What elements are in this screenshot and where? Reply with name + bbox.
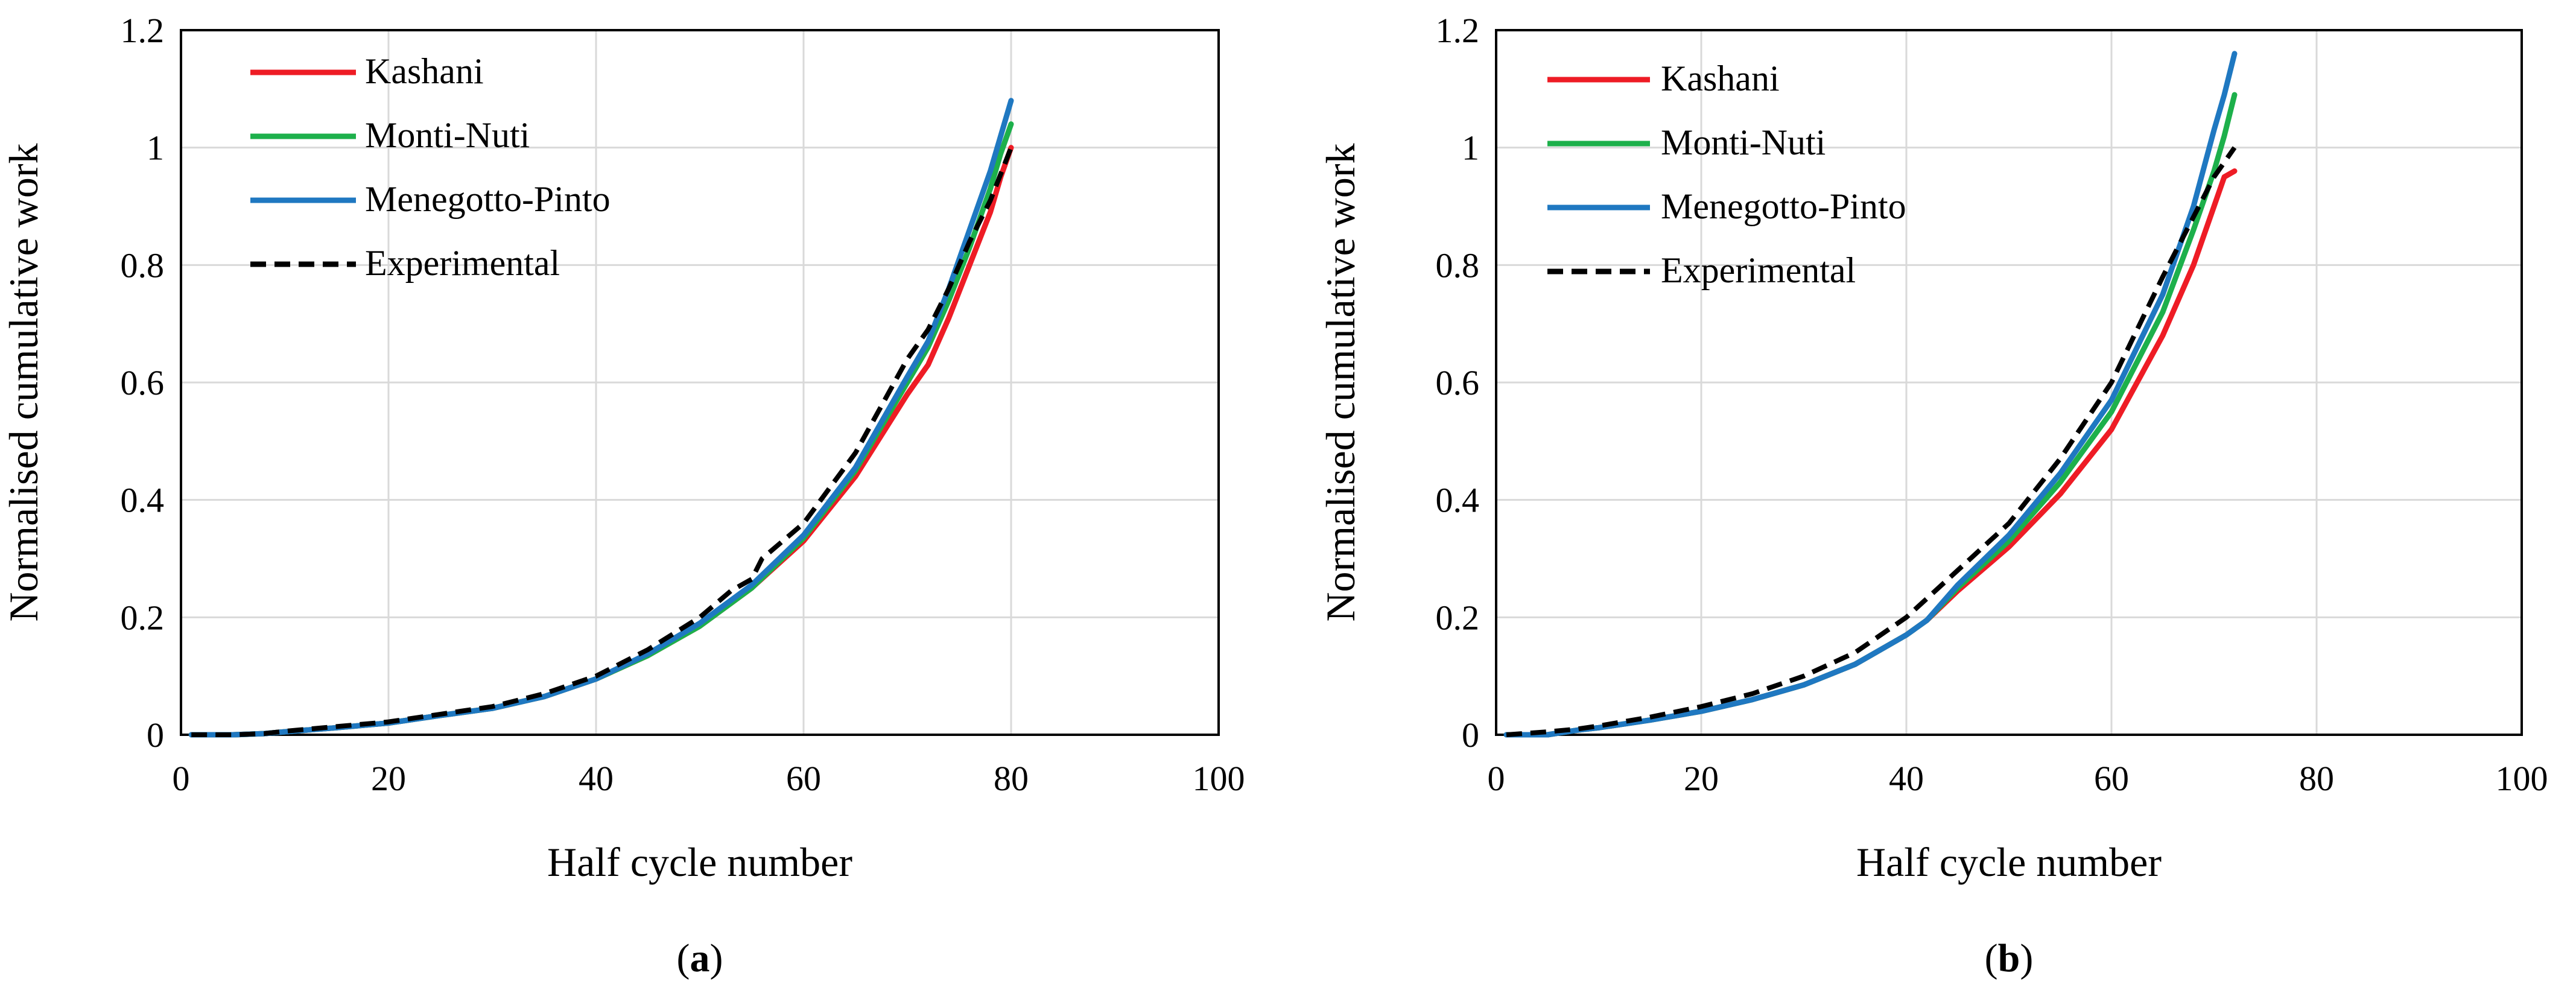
legend-label: Experimental <box>365 243 560 283</box>
x-tick-label: 20 <box>1684 759 1719 798</box>
x-tick-label: 80 <box>2299 759 2334 798</box>
y-tick-label: 0.4 <box>1436 481 1480 520</box>
y-tick-label: 1 <box>147 128 164 168</box>
y-tick-label: 0.2 <box>121 598 165 637</box>
x-axis-title: Half cycle number <box>1856 839 2162 885</box>
legend-label: Monti-Nuti <box>1661 122 1826 162</box>
x-tick-label: 40 <box>1889 759 1924 798</box>
y-tick-label: 1 <box>1462 128 1479 168</box>
x-tick-label: 60 <box>2094 759 2129 798</box>
y-axis-title: Normalised cumulative work <box>1 143 46 621</box>
x-tick-label: 80 <box>994 759 1029 798</box>
series-line-kashani <box>188 145 1014 738</box>
legend-label: Experimental <box>1661 250 1856 290</box>
x-axis-title: Half cycle number <box>547 839 852 885</box>
x-tick-label: 20 <box>371 759 406 798</box>
legend-label: Menegotto-Pinto <box>365 179 611 219</box>
y-tick-label: 0 <box>1462 715 1479 755</box>
y-tick-label: 0.6 <box>1436 363 1480 402</box>
y-tick-label: 0 <box>147 715 164 755</box>
x-tick-label: 40 <box>579 759 614 798</box>
series-line-menegotto-pinto <box>1503 51 2238 738</box>
y-tick-label: 0.2 <box>1436 598 1480 637</box>
legend-label: Kashani <box>1661 59 1780 98</box>
panel-label: (b) <box>1985 936 2034 980</box>
y-tick-label: 1.2 <box>121 11 165 50</box>
y-tick-label: 0.8 <box>1436 246 1480 285</box>
legend: Kashani Monti-Nuti Menegotto-Pinto Experime… <box>1547 59 1906 290</box>
series-line-experimental <box>191 147 1014 737</box>
y-tick-label: 1.2 <box>1436 11 1480 50</box>
x-tick-label: 100 <box>2496 759 2548 798</box>
y-tick-label: 0.8 <box>121 246 165 285</box>
chart-panel-0: 0 0.2 0.4 0.6 0.8 1 1.2 0 20 40 60 80 100 Half cycle … <box>1 11 1245 980</box>
y-axis-title: Normalised cumulative work <box>1318 143 1363 621</box>
plot-area-frame <box>1495 29 2523 736</box>
legend-label: Menegotto-Pinto <box>1661 186 1906 226</box>
y-tick-label: 0.4 <box>121 481 165 520</box>
legend-label: Kashani <box>365 51 484 91</box>
chart-panel-1: 0 0.2 0.4 0.6 0.8 1 1.2 0 20 40 60 80 100 Half cycle … <box>1318 11 2548 980</box>
x-tick-label: 0 <box>173 759 190 798</box>
x-tick-label: 0 <box>1488 759 1505 798</box>
legend-label: Monti-Nuti <box>365 115 530 155</box>
x-tick-label: 60 <box>786 759 821 798</box>
series-line-experimental <box>1506 146 2237 737</box>
panel-label: (a) <box>677 936 723 980</box>
legend: Kashani Monti-Nuti Menegotto-Pinto Experime… <box>250 51 611 283</box>
series-line-kashani <box>1503 168 2238 738</box>
y-tick-label: 0.6 <box>121 363 165 402</box>
x-tick-label: 100 <box>1193 759 1245 798</box>
plot-area-frame <box>180 29 1220 736</box>
